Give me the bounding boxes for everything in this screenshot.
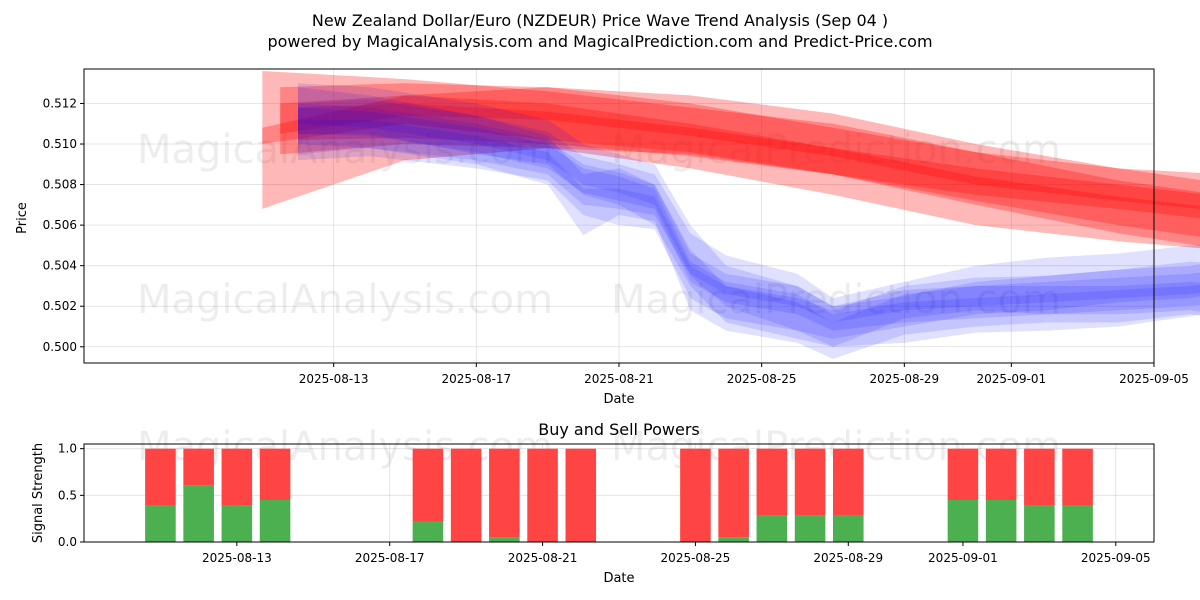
watermark-analysis-top: MagicalAnalysis.com	[137, 127, 553, 173]
sell-bar	[680, 448, 711, 542]
price-y-tick-label: 0.512	[43, 96, 77, 110]
watermark-prediction-mid: MagicalPrediction.com	[611, 277, 1061, 323]
price-y-tick-label: 0.508	[43, 178, 77, 192]
price-x-tick-label: 2025-08-29	[869, 372, 939, 386]
price-x-tick-label: 2025-08-13	[299, 372, 369, 386]
sell-bar	[1024, 448, 1055, 506]
sell-bar	[412, 448, 444, 522]
buy-bar	[412, 521, 444, 542]
red-band-5	[298, 103, 1200, 219]
signal-y-tick-label: 0.0	[58, 535, 77, 549]
red-band-4	[280, 95, 1200, 249]
sell-bar	[756, 448, 788, 516]
price-x-tick-label: 2025-08-25	[727, 372, 797, 386]
blue-band-5	[298, 103, 1200, 323]
signal-bars	[145, 448, 1093, 542]
price-bands	[262, 71, 1200, 359]
buy-bar	[183, 485, 214, 542]
buy-bar	[833, 515, 864, 542]
signal-y-tick-label: 0.5	[58, 488, 77, 502]
signal-chart-title: Buy and Sell Powers	[538, 420, 700, 439]
sell-bar	[450, 448, 482, 542]
signal-y-ticks: 0.0 0.5 1.0	[58, 442, 84, 549]
price-gridlines	[84, 69, 1155, 363]
sell-bar	[947, 448, 979, 500]
blue-band-3	[298, 99, 1200, 359]
price-x-axis-label: Date	[603, 392, 634, 407]
signal-x-tick-label: 2025-08-25	[661, 551, 731, 565]
signal-x-tick-label: 2025-08-17	[355, 551, 425, 565]
red-band-2	[262, 71, 1200, 246]
buy-bar	[947, 500, 979, 542]
chart-title-line2: powered by MagicalAnalysis.com and Magic…	[267, 32, 932, 51]
price-x-tick-label: 2025-08-17	[441, 372, 511, 386]
signal-x-tick-label: 2025-08-21	[508, 551, 578, 565]
sell-bar	[527, 448, 558, 542]
buy-bar	[221, 505, 253, 542]
signal-y-tick-label: 1.0	[58, 442, 77, 456]
price-x-ticks: 2025-08-13 2025-08-17 2025-08-21 2025-08-25…	[299, 363, 1189, 386]
buy-bar	[1024, 505, 1055, 542]
buy-bar	[1062, 505, 1093, 542]
sell-bar	[145, 448, 176, 506]
buy-bar	[489, 537, 520, 542]
red-band-1	[262, 87, 1200, 237]
price-y-ticks: 0.500 0.502 0.504 0.506 0.508 0.510 0.512	[43, 96, 84, 354]
watermark-analysis-mid: MagicalAnalysis.com	[137, 277, 553, 323]
price-y-tick-label: 0.504	[43, 259, 77, 273]
sell-bar	[718, 448, 749, 538]
price-x-tick-label: 2025-08-21	[584, 372, 654, 386]
price-chart: MagicalAnalysis.com MagicalPrediction.co…	[15, 68, 1200, 407]
sell-bar	[183, 448, 214, 486]
blue-band-1	[298, 83, 1200, 347]
price-y-axis-label: Price	[15, 202, 30, 234]
signal-x-ticks: 2025-08-13 2025-08-17 2025-08-21 2025-08-25…	[202, 542, 1151, 565]
price-x-tick-label: 2025-09-01	[976, 372, 1046, 386]
signal-x-tick-label: 2025-08-13	[202, 551, 272, 565]
buy-bar	[756, 515, 788, 542]
sell-bar	[833, 448, 864, 516]
sell-bar	[985, 448, 1017, 500]
sell-bar	[565, 448, 597, 542]
price-y-tick-label: 0.500	[43, 340, 77, 354]
blue-band-6	[298, 119, 1200, 347]
blue-band-2	[298, 87, 1200, 339]
buy-bar	[259, 500, 291, 542]
red-band-3	[280, 83, 1200, 209]
sell-bar	[489, 448, 520, 538]
price-plot-area	[84, 69, 1154, 363]
sell-bar	[259, 448, 291, 500]
sell-bar	[221, 448, 253, 506]
blue-band-4	[298, 107, 1200, 331]
price-x-tick-label: 2025-09-05	[1119, 372, 1189, 386]
signal-chart: Buy and Sell Powers MagicalAnalysis.com …	[31, 420, 1155, 586]
buy-bar	[145, 505, 176, 542]
signal-x-tick-label: 2025-08-29	[813, 551, 883, 565]
price-y-tick-label: 0.506	[43, 218, 77, 232]
signal-plot-frame	[83, 443, 1155, 543]
chart-title-line1: New Zealand Dollar/Euro (NZDEUR) Price W…	[312, 11, 888, 30]
sell-bar	[794, 448, 826, 516]
price-y-tick-label: 0.510	[43, 137, 77, 151]
sell-bar	[1062, 448, 1093, 506]
buy-bar	[718, 537, 749, 542]
signal-y-axis-label: Signal Strength	[31, 443, 46, 543]
price-watermarks: MagicalAnalysis.com MagicalPrediction.co…	[137, 127, 1061, 323]
buy-bar	[985, 500, 1017, 542]
price-y-tick-label: 0.502	[43, 299, 77, 313]
signal-x-axis-label: Date	[603, 571, 634, 586]
buy-bar	[794, 515, 826, 542]
signal-x-tick-label: 2025-09-01	[928, 551, 998, 565]
watermark-prediction-top: MagicalPrediction.com	[611, 127, 1061, 173]
signal-x-tick-label: 2025-09-05	[1081, 551, 1151, 565]
